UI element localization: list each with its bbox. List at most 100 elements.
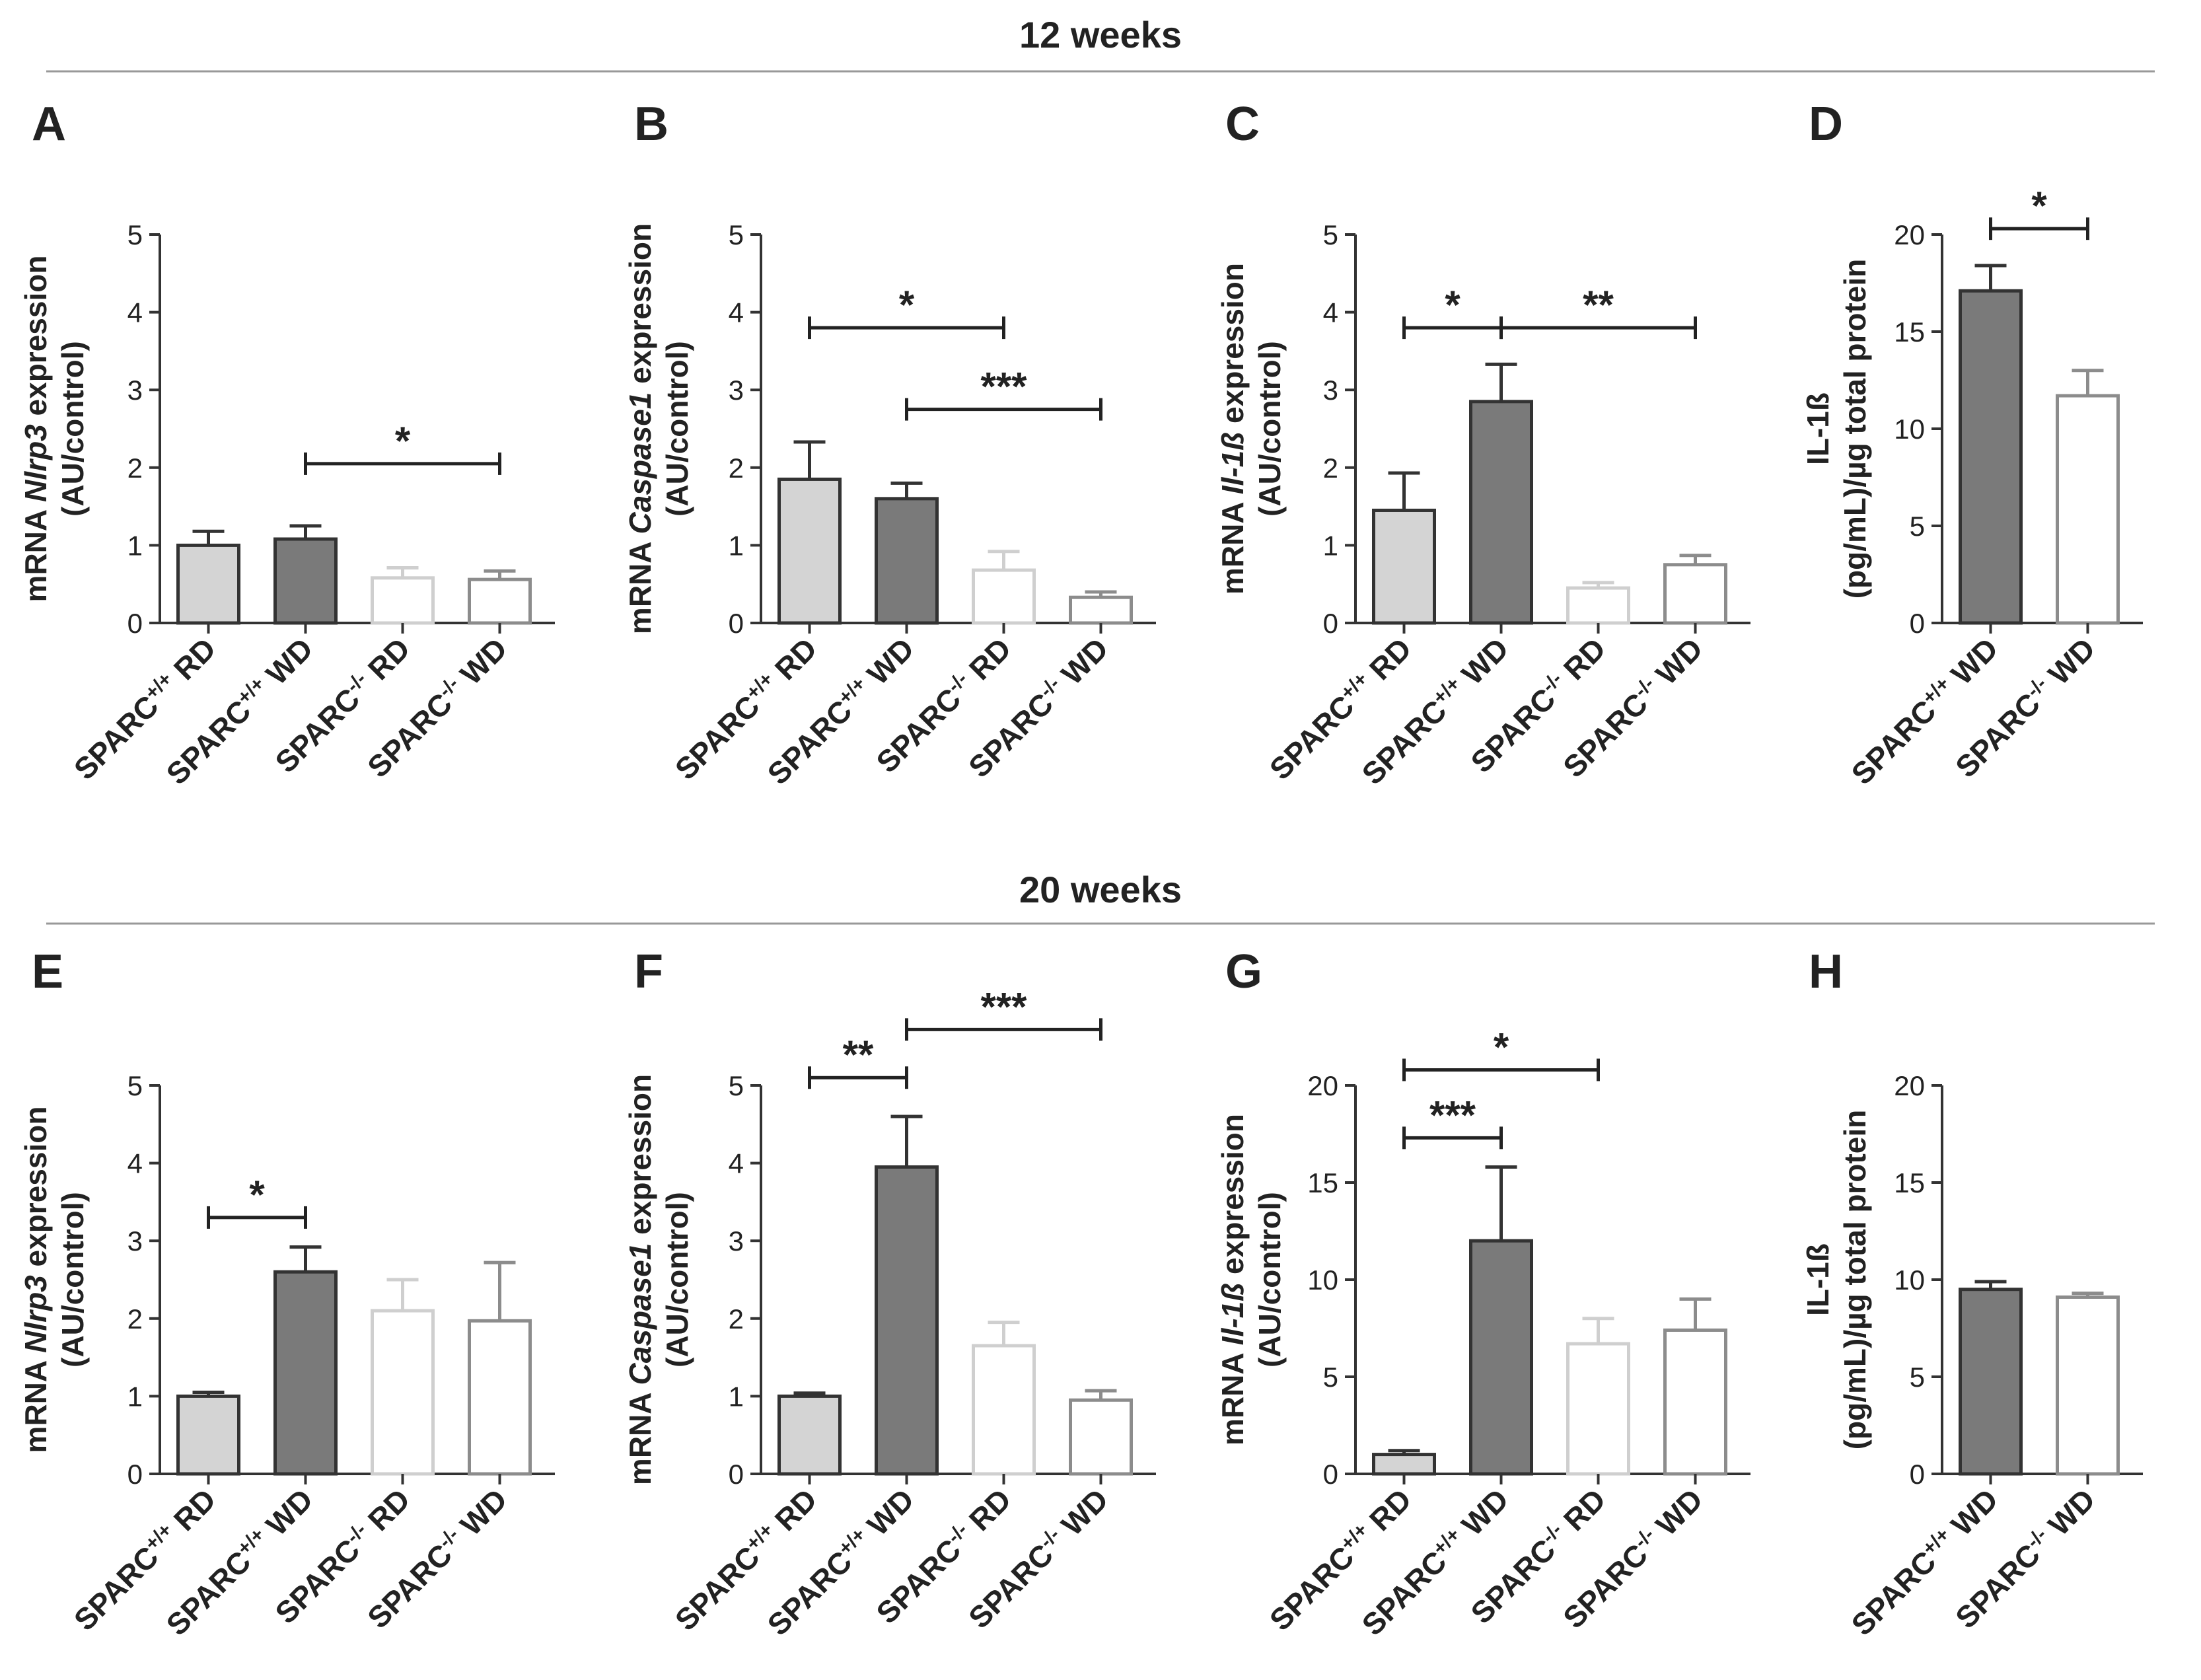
category-name: SPARC <box>1556 1537 1654 1635</box>
panel-letter: B <box>634 98 668 151</box>
bar <box>176 543 240 625</box>
y-tick-label: 20 <box>1894 1070 1925 1101</box>
significance-label: * <box>2031 184 2047 228</box>
y-axis-label-part: expression <box>18 256 53 425</box>
y-axis-label-units: (AU/control) <box>660 341 694 517</box>
y-axis-label-part: mRNA <box>1215 1345 1250 1445</box>
y-tick-label: 1 <box>729 1381 744 1412</box>
y-axis-label: mRNA Il-1ß expression <box>1215 263 1250 595</box>
category-name: SPARC <box>1263 1539 1361 1637</box>
significance-label: ** <box>843 1033 874 1077</box>
category-name: SPARC <box>1464 1532 1562 1630</box>
panel-letter: H <box>1809 945 1843 998</box>
y-axis-label-part: Caspase1 <box>623 392 657 534</box>
y-axis-label-part: expression <box>1215 263 1250 432</box>
y-tick-label: 15 <box>1894 316 1925 347</box>
category-name: SPARC <box>159 693 257 791</box>
category-name: SPARC <box>760 1544 858 1642</box>
bar <box>777 1394 842 1476</box>
bar <box>1663 1328 1727 1476</box>
bar <box>371 1309 435 1476</box>
bar <box>972 1344 1036 1476</box>
y-tick-label: 2 <box>127 1303 143 1334</box>
bar <box>468 577 532 625</box>
bar <box>1069 1398 1133 1476</box>
y-tick-label: 3 <box>1323 375 1338 406</box>
y-tick-label: 4 <box>127 297 143 328</box>
bar <box>2056 394 2120 625</box>
y-tick-label: 20 <box>1894 219 1925 250</box>
bar <box>273 537 338 625</box>
category-name: SPARC <box>1844 1544 1942 1642</box>
bar <box>371 576 435 625</box>
panel-letter: D <box>1809 98 1843 151</box>
category-name: SPARC <box>67 688 165 786</box>
significance-label: * <box>899 283 915 327</box>
bar <box>777 477 842 625</box>
y-tick-label: 0 <box>1910 1459 1925 1490</box>
section-title-12-weeks: 12 weeks <box>1019 14 1182 55</box>
y-tick-label: 5 <box>729 219 744 250</box>
category-name: SPARC <box>869 681 967 779</box>
y-axis-label-units: (AU/control) <box>1252 1192 1287 1368</box>
y-axis-label-part: expression <box>18 1107 53 1276</box>
y-tick-label: 3 <box>127 375 143 406</box>
bar <box>273 1270 338 1476</box>
y-tick-label: 5 <box>127 219 143 250</box>
category-name: SPARC <box>760 693 858 791</box>
y-axis-label-part: expression <box>623 1074 657 1243</box>
category-name: SPARC <box>962 1537 1060 1635</box>
y-tick-label: 1 <box>127 1381 143 1412</box>
y-tick-label: 2 <box>729 1303 744 1334</box>
significance-label: *** <box>980 365 1027 409</box>
y-tick-label: 5 <box>127 1070 143 1101</box>
category-name: SPARC <box>361 1537 458 1635</box>
category-name: SPARC <box>962 686 1060 784</box>
y-tick-label: 1 <box>1323 530 1338 561</box>
significance-label: * <box>395 419 411 463</box>
y-tick-label: 4 <box>729 297 744 328</box>
category-name: SPARC <box>268 681 366 779</box>
y-tick-label: 0 <box>1323 608 1338 639</box>
y-axis-label-units: (AU/control) <box>660 1192 694 1368</box>
y-axis-label-units: (AU/control) <box>55 341 90 517</box>
panel-letter: G <box>1225 945 1262 998</box>
y-axis-label-units: (AU/control) <box>1252 341 1287 517</box>
y-tick-label: 0 <box>127 608 143 639</box>
significance-label: * <box>1494 1025 1509 1069</box>
y-tick-label: 0 <box>127 1459 143 1490</box>
category-name: SPARC <box>1556 686 1654 784</box>
y-tick-label: 5 <box>1323 1362 1338 1393</box>
y-axis-label: mRNA Nlrp3 expression <box>18 1107 53 1453</box>
bar <box>1469 1239 1533 1476</box>
y-axis-label-part: mRNA <box>1215 494 1250 595</box>
y-tick-label: 0 <box>729 608 744 639</box>
y-axis-label-part: IL-1ß <box>1801 392 1835 465</box>
y-tick-label: 4 <box>729 1148 744 1179</box>
y-tick-label: 15 <box>1894 1167 1925 1198</box>
y-tick-label: 5 <box>729 1070 744 1101</box>
y-axis-label: mRNA Caspase1 expression <box>623 1074 657 1485</box>
bar <box>1959 289 2023 625</box>
y-tick-label: 2 <box>127 453 143 484</box>
y-tick-label: 10 <box>1894 1264 1925 1296</box>
y-axis-label-part: mRNA <box>18 502 53 603</box>
y-tick-label: 5 <box>1910 1362 1925 1393</box>
bar <box>2056 1295 2120 1476</box>
y-tick-label: 2 <box>1323 453 1338 484</box>
y-axis-label-part: mRNA <box>623 1385 657 1485</box>
y-tick-label: 5 <box>1910 511 1925 542</box>
section-title-20-weeks: 20 weeks <box>1019 869 1182 910</box>
y-axis-label-part: Il-1ß <box>1215 1283 1250 1346</box>
category-name: SPARC <box>1949 686 2046 784</box>
y-tick-label: 3 <box>729 1225 744 1257</box>
y-axis-label-part: mRNA <box>18 1353 53 1453</box>
y-tick-label: 0 <box>1323 1459 1338 1490</box>
y-axis-label: mRNA Il-1ß expression <box>1215 1114 1250 1445</box>
significance-label: * <box>249 1173 265 1217</box>
y-tick-label: 2 <box>729 453 744 484</box>
y-axis-label-part: IL-1ß <box>1801 1243 1835 1316</box>
